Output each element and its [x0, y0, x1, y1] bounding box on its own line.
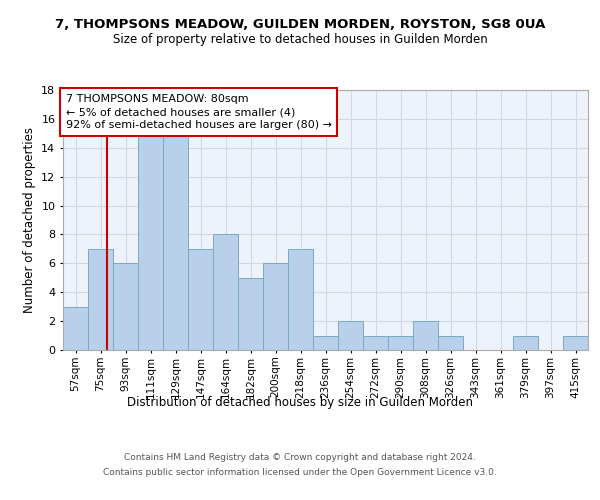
Bar — [438, 336, 463, 350]
Bar — [413, 321, 438, 350]
Text: Size of property relative to detached houses in Guilden Morden: Size of property relative to detached ho… — [113, 32, 487, 46]
Text: Contains HM Land Registry data © Crown copyright and database right 2024.: Contains HM Land Registry data © Crown c… — [124, 453, 476, 462]
Bar — [238, 278, 263, 350]
Bar — [88, 249, 113, 350]
Bar — [513, 336, 538, 350]
Y-axis label: Number of detached properties: Number of detached properties — [23, 127, 35, 313]
Bar — [213, 234, 238, 350]
Bar — [63, 306, 88, 350]
Bar — [288, 249, 313, 350]
Text: Distribution of detached houses by size in Guilden Morden: Distribution of detached houses by size … — [127, 396, 473, 409]
Bar — [363, 336, 388, 350]
Bar — [188, 249, 213, 350]
Bar — [138, 134, 163, 350]
Bar — [338, 321, 363, 350]
Bar — [313, 336, 338, 350]
Bar — [563, 336, 588, 350]
Bar — [113, 264, 138, 350]
Text: 7, THOMPSONS MEADOW, GUILDEN MORDEN, ROYSTON, SG8 0UA: 7, THOMPSONS MEADOW, GUILDEN MORDEN, ROY… — [55, 18, 545, 30]
Text: Contains public sector information licensed under the Open Government Licence v3: Contains public sector information licen… — [103, 468, 497, 477]
Text: 7 THOMPSONS MEADOW: 80sqm
← 5% of detached houses are smaller (4)
92% of semi-de: 7 THOMPSONS MEADOW: 80sqm ← 5% of detach… — [65, 94, 332, 130]
Bar — [163, 134, 188, 350]
Bar — [263, 264, 288, 350]
Bar — [388, 336, 413, 350]
